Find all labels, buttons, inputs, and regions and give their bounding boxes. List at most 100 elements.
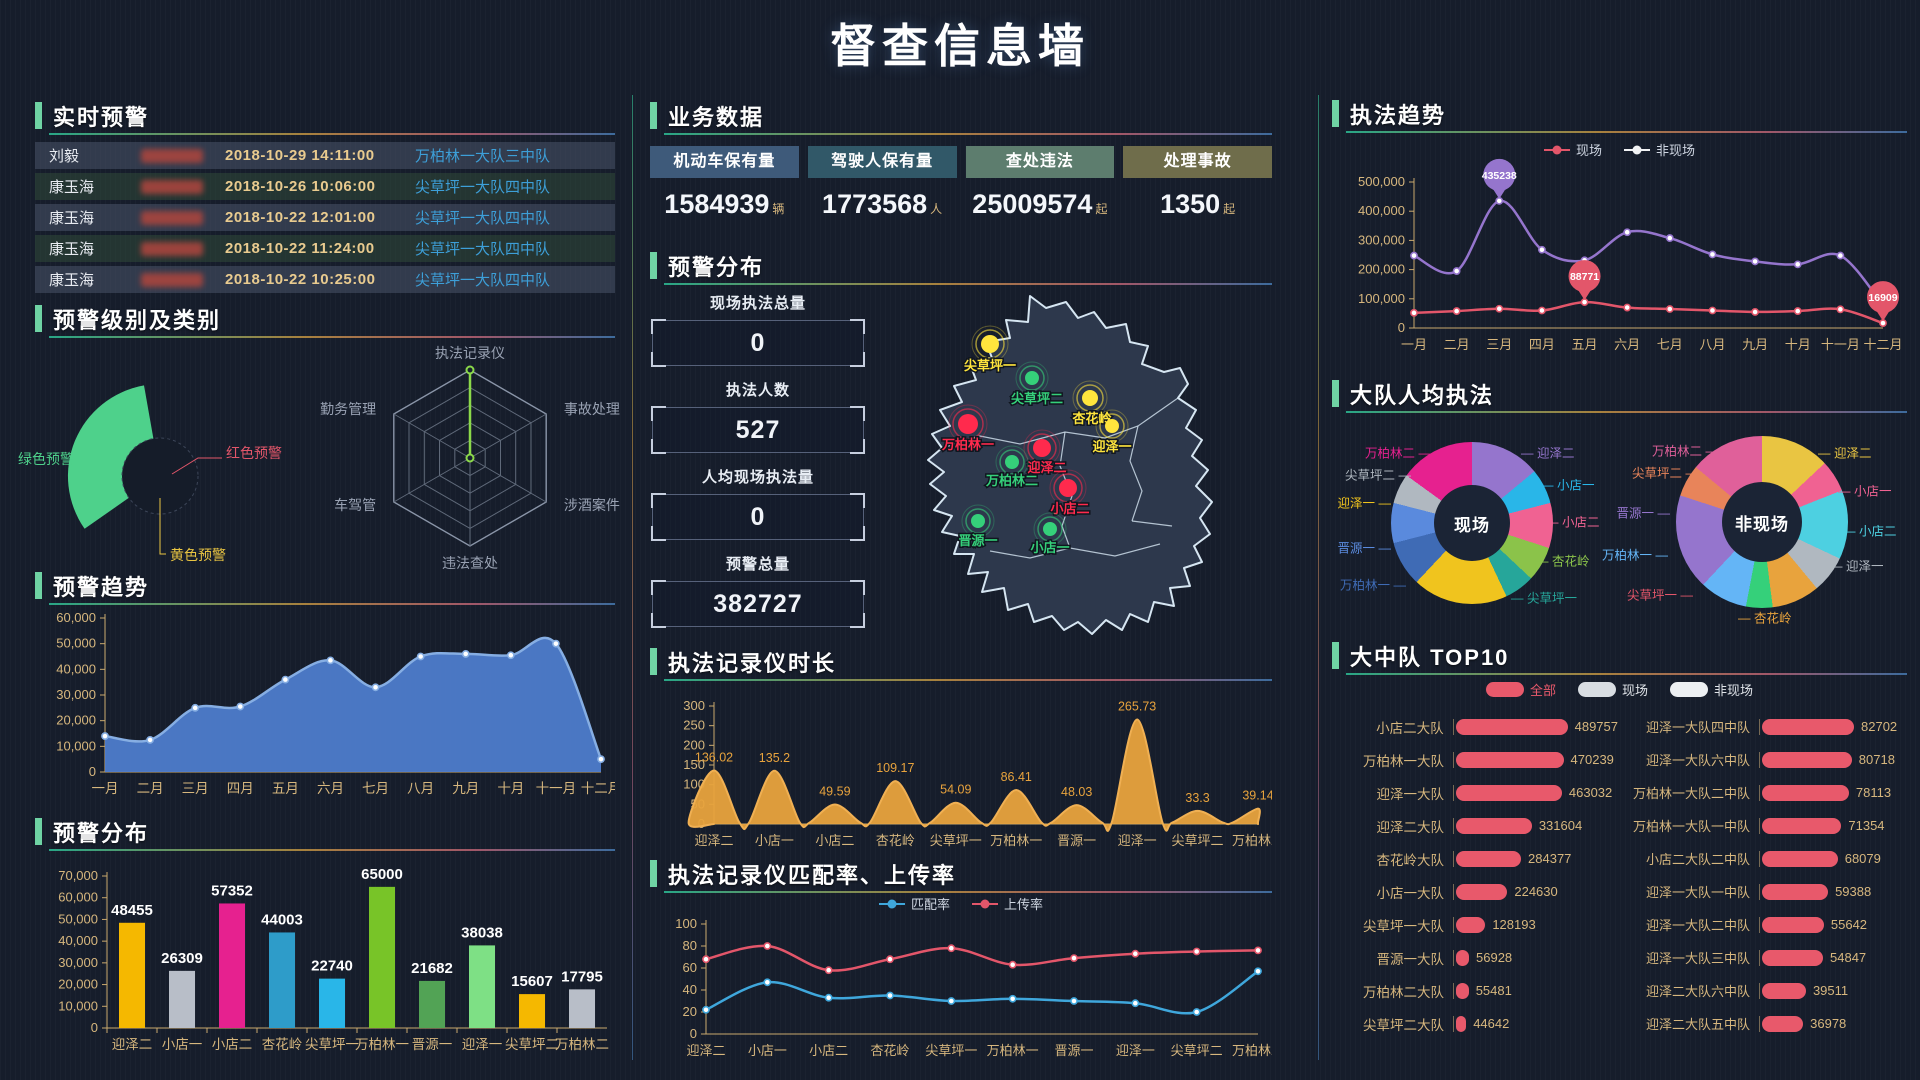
map-marker[interactable]: 尖草坪一 [962,325,1018,375]
column-divider-left [632,95,633,1060]
svg-text:0: 0 [91,1020,98,1035]
alert-department[interactable]: 尖草坪一大队四中队 [415,179,551,196]
top10-row[interactable]: 迎泽一大队 463032 [1332,776,1618,809]
bar [319,978,345,1028]
map-marker[interactable]: 万柏林一 [939,404,996,454]
pie-slice-green [67,385,160,529]
top10-row[interactable]: 小店二大队 489757 [1332,710,1618,743]
top10-row[interactable]: 迎泽一大队一中队 59388 [1624,875,1906,908]
map-marker[interactable]: 迎泽一 [1091,409,1133,456]
map-stat-label: 预警总量 [725,556,790,573]
map-marker[interactable]: 杏花岭 [1071,380,1113,428]
svg-text:57352: 57352 [211,882,253,899]
top10-row[interactable]: 迎泽二大队五中队 36978 [1624,1007,1906,1040]
accent-bar [1332,642,1339,669]
donut-label: 晋源一 — [1337,541,1391,556]
svg-text:十二月: 十二月 [1863,337,1902,352]
legend-label: 上传率 [1004,897,1044,912]
top10-row[interactable]: 迎泽一大队六中队 80718 [1624,743,1906,776]
bar [219,903,245,1028]
top10-row[interactable]: 迎泽二大队六中队 39511 [1624,974,1906,1007]
top10-row[interactable]: 迎泽一大队三中队 54847 [1624,941,1906,974]
alert-department[interactable]: 尖草坪一大队四中队 [415,272,551,289]
top10-row[interactable]: 迎泽一大队二中队 55642 [1624,908,1906,941]
alert-department[interactable]: 万柏林一大队三中队 [415,148,551,165]
accent-bar [650,648,657,675]
top10-row[interactable]: 迎泽一大队四中队 82702 [1624,710,1906,743]
svg-text:迎泽二: 迎泽二 [686,1043,725,1058]
data-point [1452,307,1461,315]
donut-label: — 小店二 [1546,515,1600,530]
legend-item[interactable]: 现场 [1577,680,1648,699]
svg-text:100,000: 100,000 [1358,291,1405,306]
data-point [191,703,200,712]
map-marker[interactable]: 小店一 [1029,512,1071,557]
svg-text:16909: 16909 [1868,292,1897,304]
top10-bar [1456,883,1508,900]
accent-bar [1332,380,1339,407]
top10-row[interactable]: 小店一大队 224630 [1332,875,1618,908]
top10-bar [1762,949,1823,966]
donut-label: 尖草坪一 — [1627,588,1693,603]
top10-bar [1456,784,1562,801]
alert-row[interactable]: 康玉海 2018-10-22 12:01:00 尖草坪一大队四中队 [35,204,615,231]
top10-row[interactable]: 万柏林一大队二中队 78113 [1624,776,1906,809]
alert-id-redacted [141,241,203,256]
data-point [1495,304,1504,313]
alert-department[interactable]: 尖草坪一大队四中队 [415,241,551,258]
top10-name: 迎泽一大队六中队 [1645,753,1750,768]
alert-row[interactable]: 康玉海 2018-10-22 10:25:00 尖草坪一大队四中队 [35,266,615,293]
warn-dist-bar-chart: 0 10,000 20,000 30,000 40,000 50,000 60,000 70,… [35,850,615,1067]
map-marker[interactable]: 迎泽二 [1023,429,1068,477]
top10-value: 55481 [1475,983,1512,998]
donut-label: — 迎泽一 [1830,559,1884,574]
svg-text:小店一: 小店一 [162,1037,203,1052]
map-marker[interactable]: 尖草坪二 [1009,361,1065,408]
alert-row[interactable]: 刘毅 2018-10-29 14:11:00 万柏林一大队三中队 [35,142,615,169]
top10-row[interactable]: 小店二大队二中队 68079 [1624,842,1906,875]
alert-row[interactable]: 康玉海 2018-10-22 11:24:00 尖草坪一大队四中队 [35,235,615,262]
top10-row[interactable]: 尖草坪二大队 44642 [1332,1007,1618,1040]
svg-text:小店二: 小店二 [212,1037,253,1052]
value-pin [1483,158,1516,191]
section-warn-levels: 预警级别及类别 [35,303,615,339]
top10-row[interactable]: 尖草坪一大队 128193 [1332,908,1618,941]
svg-text:0: 0 [1398,320,1405,335]
svg-text:执法记录仪: 执法记录仪 [435,345,505,361]
svg-text:尖草坪二: 尖草坪二 [1172,833,1224,848]
top10-row[interactable]: 万柏林一大队 470239 [1332,743,1618,776]
data-point [1410,251,1418,260]
line-series [687,718,1261,832]
legend-item[interactable]: 全部 [1485,680,1556,699]
svg-text:三月: 三月 [182,781,209,796]
svg-text:26309: 26309 [161,950,203,967]
svg-text:迎泽二: 迎泽二 [112,1037,153,1052]
alert-row[interactable]: 康玉海 2018-10-26 10:06:00 尖草坪一大队四中队 [35,173,615,200]
data-point [1192,1008,1201,1016]
map-marker[interactable]: 晋源一 [957,504,999,550]
section-law-trend: 执法趋势 [1332,98,1907,134]
top10-value: 36978 [1810,1016,1847,1031]
legend-item[interactable]: 非现场 [1624,140,1695,159]
svg-text:小店一: 小店一 [748,1043,787,1058]
line-series [704,944,1260,972]
legend-item[interactable]: 现场 [1543,140,1602,159]
legend-label: 全部 [1529,683,1556,698]
map-marker[interactable]: 万柏林二 [983,445,1040,490]
top10-row[interactable]: 万柏林二大队 55481 [1332,974,1618,1007]
svg-text:晋源一: 晋源一 [958,533,997,548]
top10-row[interactable]: 万柏林一大队一中队 71354 [1624,809,1906,842]
svg-text:200,000: 200,000 [1358,262,1405,277]
legend-item[interactable]: 上传率 [972,894,1043,913]
section-underline [49,336,615,338]
top10-row[interactable]: 晋源一大队 56928 [1332,941,1618,974]
data-point [702,955,710,964]
top10-name: 万柏林二大队 [1363,984,1444,1000]
alert-department[interactable]: 尖草坪一大队四中队 [415,210,551,227]
top10-bar [1455,718,1568,735]
legend-item[interactable]: 非现场 [1670,680,1753,699]
top10-row[interactable]: 迎泽二大队 331604 [1332,809,1618,842]
map-marker[interactable]: 小店二 [1049,469,1091,518]
legend-item[interactable]: 匹配率 [878,894,950,913]
top10-row[interactable]: 杏花岭大队 284377 [1332,842,1618,875]
